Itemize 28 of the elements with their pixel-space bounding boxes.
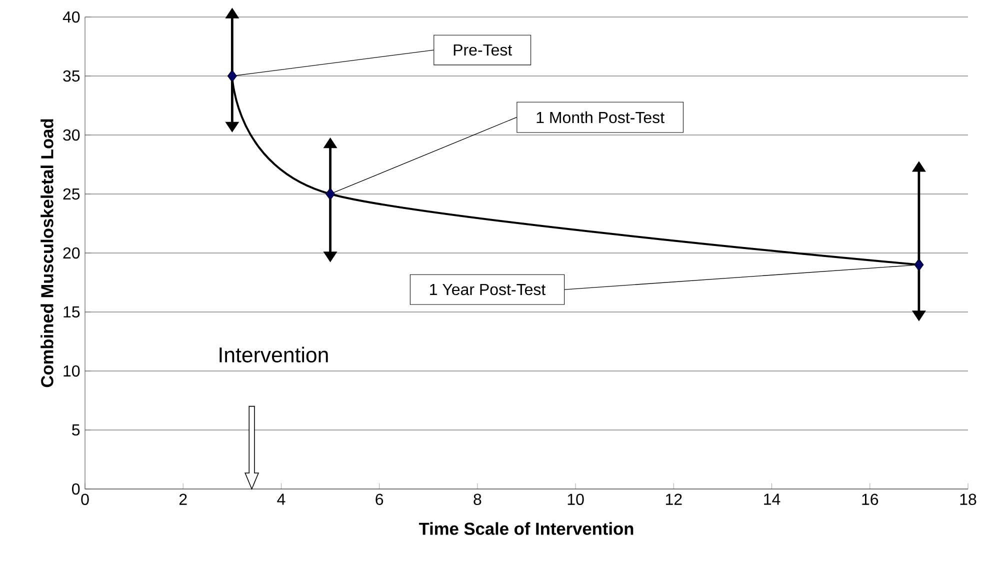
x-tick-label: 6 xyxy=(376,494,384,506)
y-tick-label: 20 xyxy=(63,247,80,259)
x-tick-label: 12 xyxy=(666,494,682,505)
y-tick-label: 35 xyxy=(63,70,80,82)
annotation: Intervention xyxy=(220,346,328,362)
y-tick-label: 0 xyxy=(72,483,80,495)
x-tick-label: 18 xyxy=(960,494,976,506)
annotation: 1 Month Post-Test xyxy=(536,111,664,124)
y-tick-label: 25 xyxy=(63,188,80,200)
y-axis-title: Combined Musculoskeletal Load xyxy=(40,119,54,388)
x-tick-label: 0 xyxy=(81,494,89,506)
annotation: Pre-Test xyxy=(454,44,512,56)
x-tick-label: 2 xyxy=(179,494,187,505)
y-tick-label: 40 xyxy=(62,11,80,23)
y-tick-label: 5 xyxy=(72,424,80,436)
x-tick-label: 10 xyxy=(568,494,584,506)
y-tick-label: 10 xyxy=(64,365,80,377)
y-tick-label: 15 xyxy=(64,306,80,318)
x-tick-label: 4 xyxy=(277,494,286,505)
x-tick-label: 8 xyxy=(474,494,482,506)
point xyxy=(227,70,237,82)
y-tick-label: 30 xyxy=(63,129,80,141)
x-tick-label: 16 xyxy=(862,494,878,506)
point xyxy=(326,188,336,200)
x-axis-title: Time Scale of Intervention xyxy=(418,522,634,535)
point xyxy=(914,258,924,272)
annotation: 1 Year Post-Test xyxy=(430,284,546,296)
x-tick-label: 14 xyxy=(764,494,780,505)
